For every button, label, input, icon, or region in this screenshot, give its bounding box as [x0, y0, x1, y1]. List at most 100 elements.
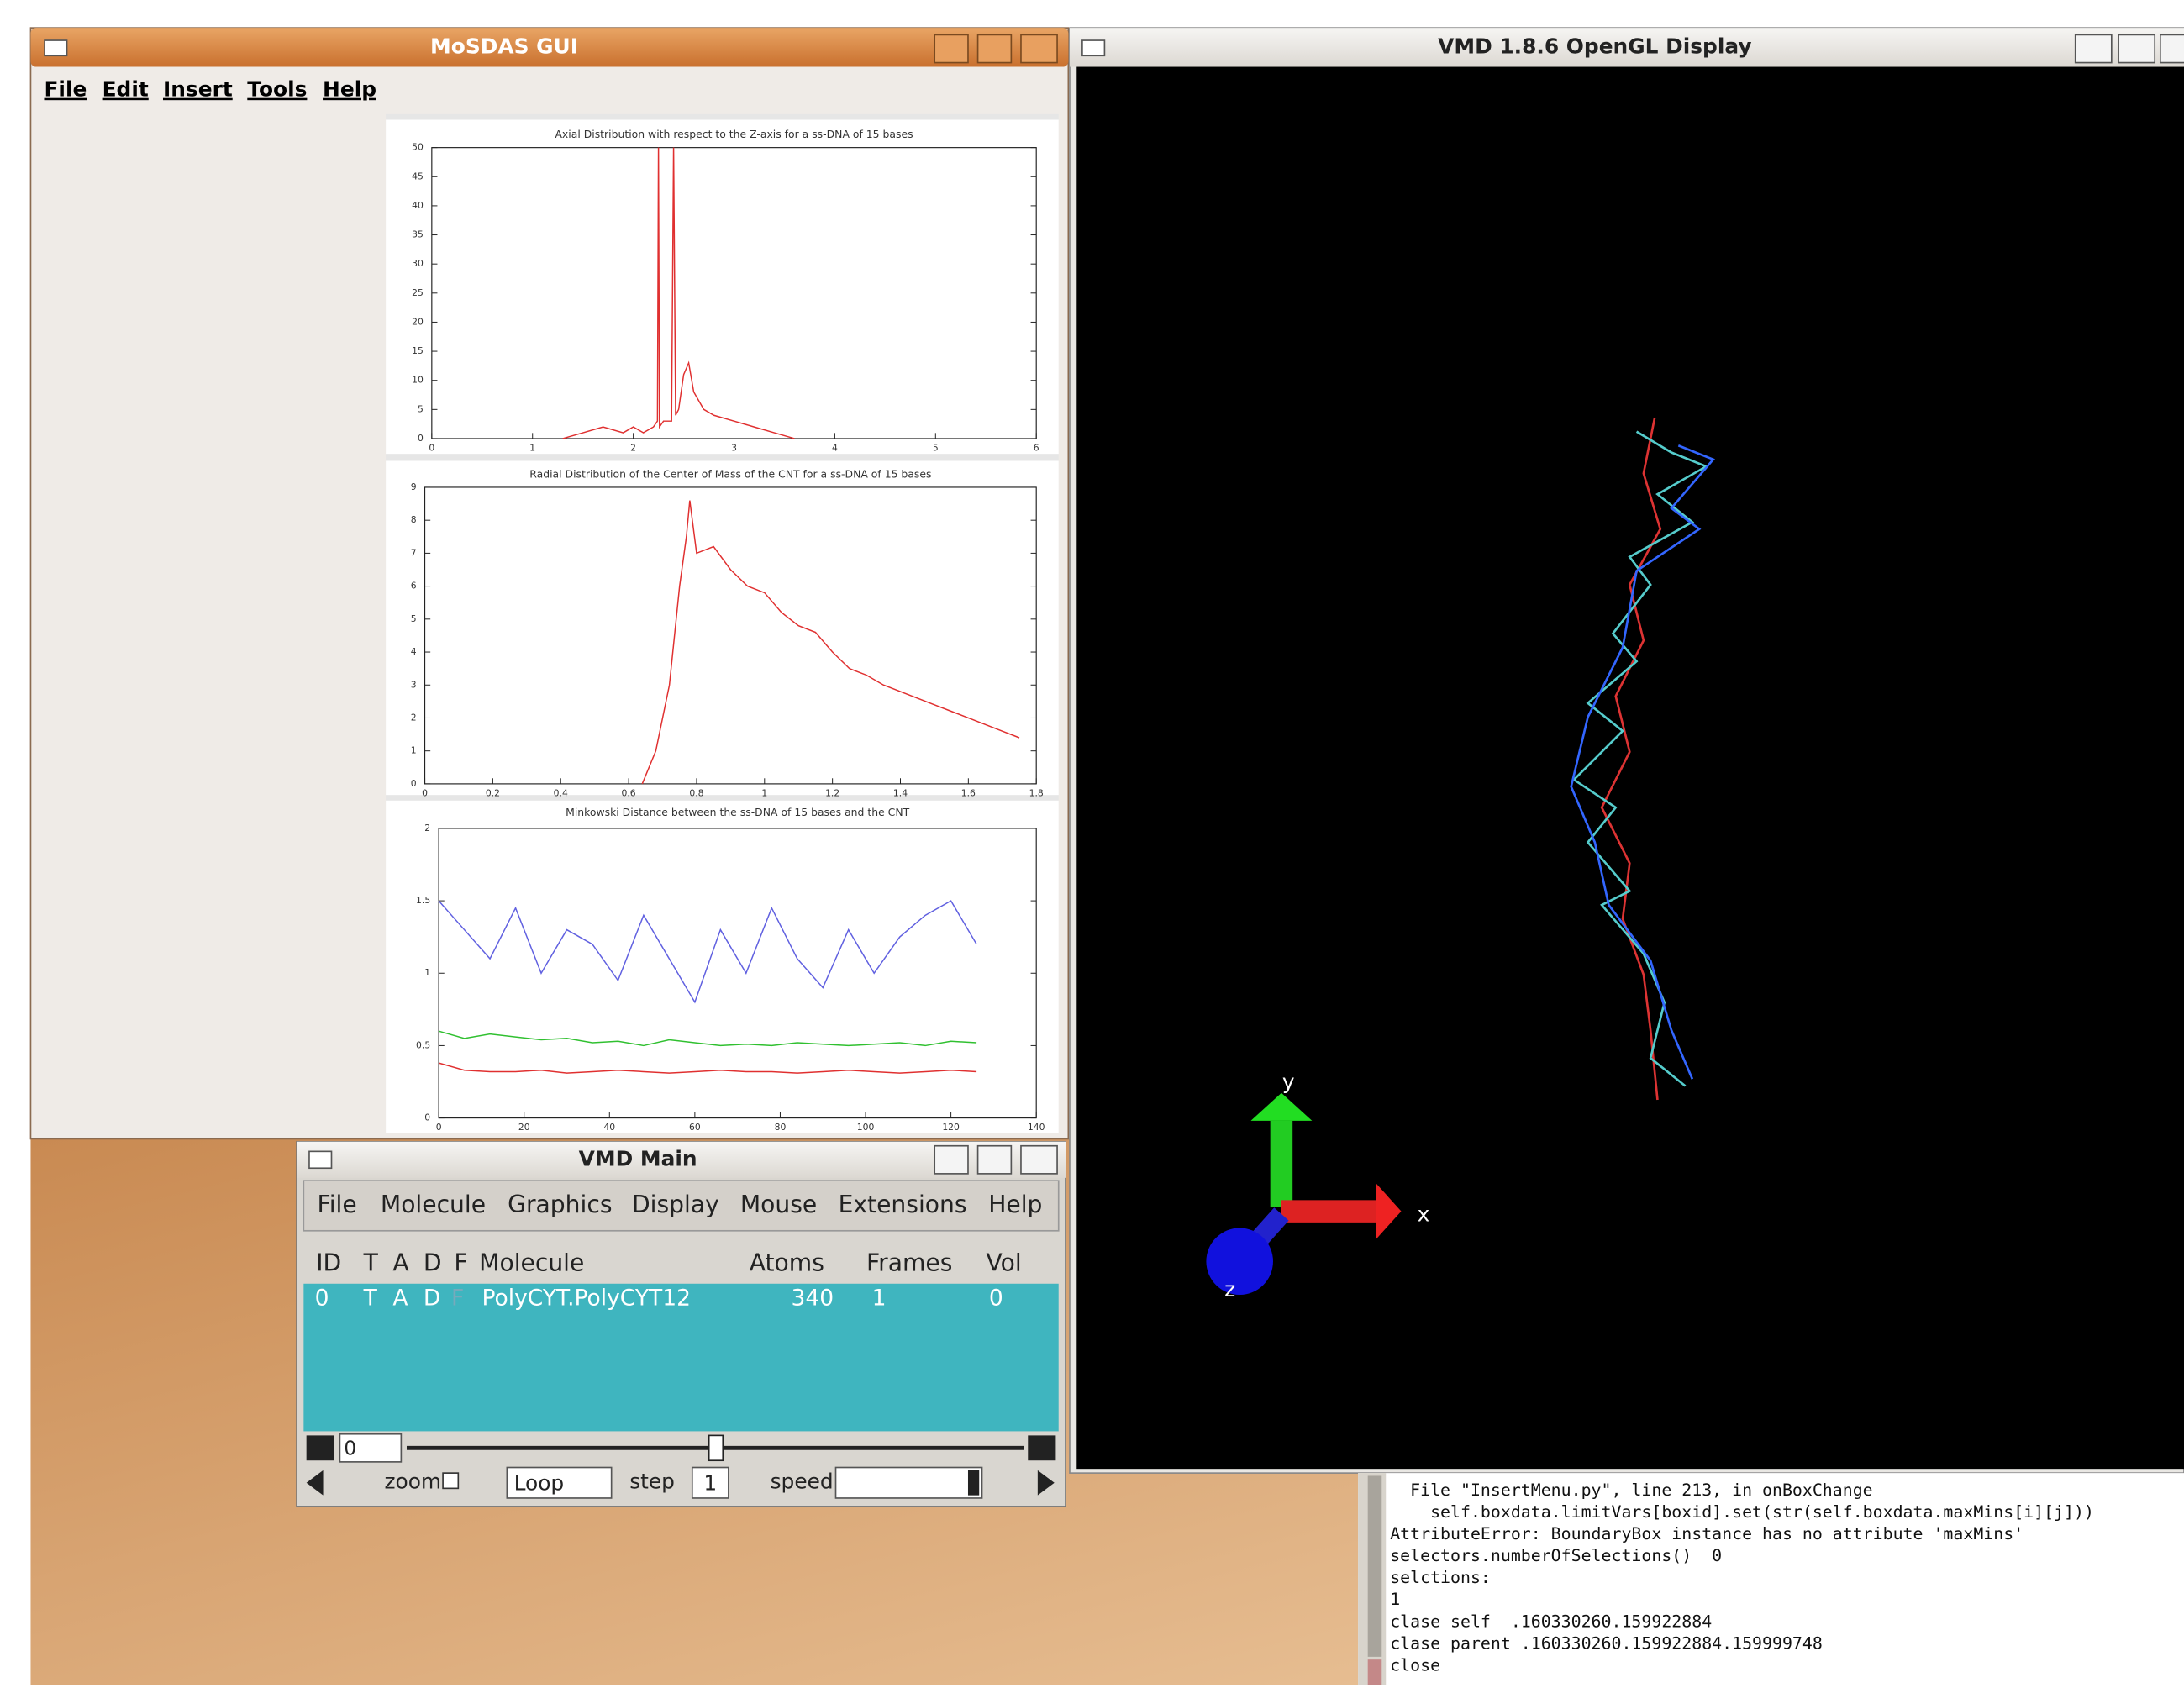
x-tick-label: 1.6 — [961, 788, 976, 799]
axis-label: y — [1282, 1070, 1295, 1094]
speed-slider[interactable] — [836, 1468, 982, 1498]
menu-item[interactable]: Insert — [163, 77, 233, 102]
column-header: T — [363, 1249, 379, 1277]
chart-title: Radial Distribution of the Center of Mas… — [529, 468, 931, 481]
y-tick-label: 50 — [412, 142, 424, 153]
x-tick-label: 1.4 — [893, 788, 908, 799]
y-tick-label: 45 — [412, 171, 424, 181]
column-header: D — [424, 1249, 442, 1277]
console-line: clase parent .160330260.159922884.159999… — [1390, 1633, 1823, 1653]
menu-item[interactable]: Mouse — [740, 1191, 817, 1218]
close-button[interactable] — [2160, 34, 2184, 62]
x-tick-label: 1.8 — [1029, 788, 1044, 799]
x-tick-label: 0 — [422, 788, 428, 799]
menu-item[interactable]: Edit — [103, 77, 149, 102]
menu-item[interactable]: Molecule — [381, 1191, 486, 1218]
maximize-button[interactable] — [2118, 34, 2155, 62]
menu-item[interactable]: Extensions — [839, 1191, 967, 1218]
menu-item[interactable]: Help — [323, 77, 376, 102]
y-tick-label: 6 — [411, 581, 417, 592]
y-tick-label: 3 — [411, 679, 417, 690]
console-line: selectors.numberOfSelections() 0 — [1390, 1546, 1722, 1565]
loop-value[interactable]: Loop — [514, 1470, 565, 1495]
chart-title: Axial Distribution with respect to the Z… — [555, 128, 913, 140]
column-header: Frames — [866, 1249, 952, 1277]
minimize-button[interactable] — [2076, 34, 2112, 62]
vmd-display-window — [1070, 28, 2184, 1473]
y-tick-label: 1 — [424, 967, 430, 978]
y-tick-label: 25 — [412, 287, 424, 298]
console-line: AttributeError: BoundaryBox instance has… — [1390, 1524, 2023, 1543]
axis-label: x — [1418, 1202, 1430, 1227]
frame-field[interactable]: 0 — [344, 1437, 356, 1459]
frame-slider[interactable] — [709, 1435, 724, 1460]
maximize-button[interactable] — [978, 34, 1012, 62]
column-header: F — [454, 1249, 467, 1277]
speed-label: speed — [771, 1470, 834, 1494]
menu-item[interactable]: Graphics — [508, 1191, 612, 1218]
step-value[interactable]: 1 — [703, 1470, 717, 1495]
column-header: Molecule — [479, 1249, 584, 1277]
screen: MoSDAS GUI File Edit Insert Tools Help Axial D… — [0, 0, 2184, 1685]
cell: A — [392, 1286, 408, 1312]
y-tick-label: 35 — [412, 229, 424, 240]
minimize-button[interactable] — [934, 34, 968, 62]
console-line: File "InsertMenu.py", line 213, in onBox… — [1390, 1480, 1872, 1500]
x-tick-label: 4 — [832, 443, 838, 454]
cell: 0 — [989, 1286, 1003, 1312]
column-header: A — [392, 1249, 409, 1277]
x-tick-label: 1 — [529, 443, 535, 454]
menu-item[interactable]: Display — [632, 1191, 719, 1218]
cell: F — [451, 1286, 464, 1312]
cell: 340 — [791, 1286, 834, 1312]
window-title: VMD 1.8.6 OpenGL Display — [1438, 34, 1751, 58]
y-tick-label: 10 — [412, 375, 424, 386]
menu-item[interactable]: File — [318, 1191, 357, 1218]
column-header: Vol — [987, 1249, 1022, 1277]
x-tick-label: 0 — [429, 443, 434, 454]
last-frame[interactable] — [1028, 1435, 1055, 1460]
y-tick-label: 40 — [412, 200, 424, 211]
x-tick-label: 0 — [436, 1122, 442, 1133]
x-tick-label: 5 — [933, 443, 939, 454]
x-tick-label: 0.8 — [689, 788, 703, 799]
x-tick-label: 3 — [731, 443, 737, 454]
x-tick-label: 20 — [518, 1122, 530, 1133]
y-tick-label: 0 — [418, 433, 424, 444]
window-title: MoSDAS GUI — [430, 34, 578, 58]
menu-item[interactable]: Help — [988, 1191, 1042, 1218]
step-label: step — [629, 1470, 675, 1494]
y-tick-label: 30 — [412, 258, 424, 269]
console-line: selctions: — [1390, 1568, 1491, 1587]
close-button[interactable] — [1021, 34, 1057, 62]
y-tick-label: 7 — [411, 547, 417, 558]
maximize-button[interactable] — [978, 1146, 1012, 1174]
zoom-label: zoom — [384, 1470, 441, 1494]
x-tick-label: 60 — [689, 1122, 701, 1133]
x-tick-label: 0.2 — [486, 788, 500, 799]
y-tick-label: 20 — [412, 316, 424, 327]
x-tick-label: 80 — [775, 1122, 787, 1133]
x-tick-label: 1.2 — [825, 788, 839, 799]
minimize-button[interactable] — [934, 1146, 968, 1174]
x-tick-label: 1 — [761, 788, 767, 799]
cell: PolyCYT.PolyCYT12 — [482, 1286, 691, 1312]
y-tick-label: 15 — [412, 345, 424, 356]
zoom-checkbox[interactable] — [443, 1473, 458, 1488]
mosdas-window — [30, 28, 1068, 1138]
chart-title: Minkowski Distance between the ss-DNA of… — [566, 806, 909, 818]
y-tick-label: 0 — [424, 1112, 430, 1123]
first-frame[interactable] — [307, 1435, 334, 1460]
x-tick-label: 0.6 — [622, 788, 636, 799]
close-button[interactable] — [1021, 1146, 1057, 1174]
y-tick-label: 1 — [411, 745, 417, 756]
menu-item[interactable]: Tools — [247, 77, 307, 102]
cell: D — [424, 1286, 440, 1312]
y-tick-label: 8 — [411, 514, 417, 525]
console-line: clase self .160330260.159922884 — [1390, 1612, 1712, 1631]
y-tick-label: 5 — [411, 613, 417, 624]
window-title: VMD Main — [579, 1146, 697, 1170]
y-tick-label: 2 — [411, 712, 417, 723]
cell: 0 — [315, 1286, 329, 1312]
menu-item[interactable]: File — [44, 77, 87, 102]
